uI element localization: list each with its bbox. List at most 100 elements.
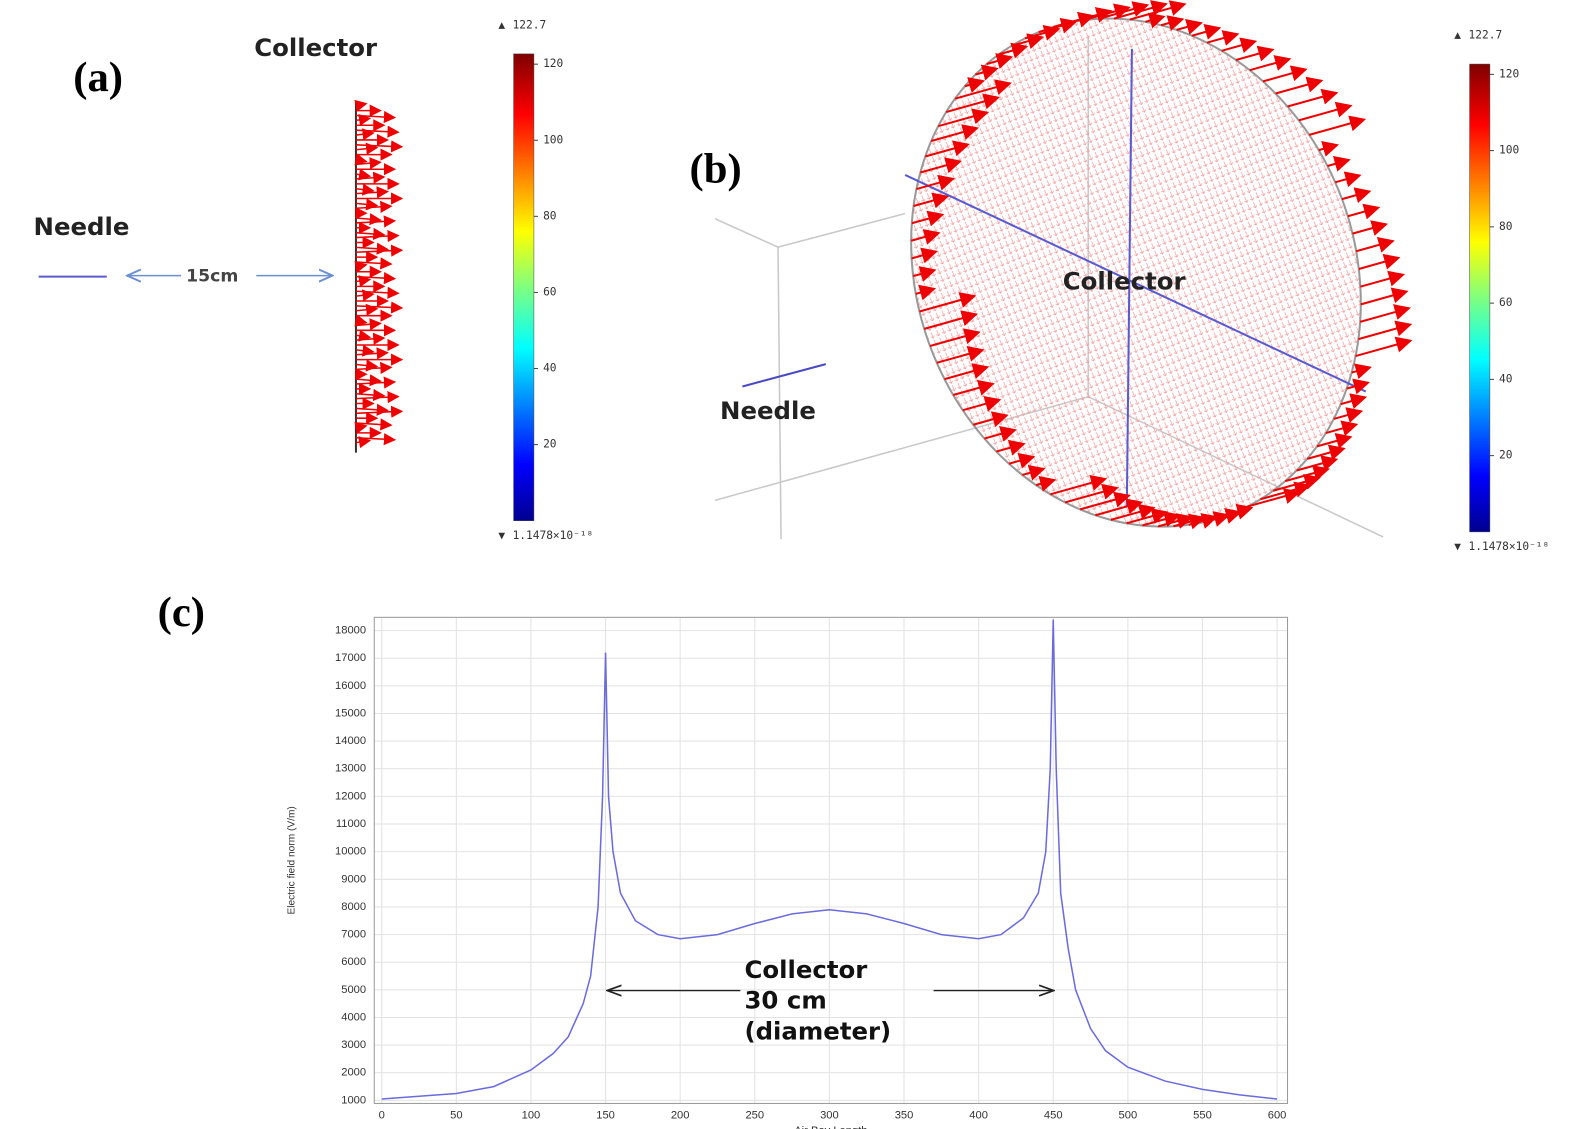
colorbar-max: 122.7 (513, 18, 547, 31)
colorbar-tick-label: 20 (543, 438, 556, 451)
field-arrow (1176, 19, 1203, 35)
x-tick-label: 550 (1193, 1110, 1212, 1122)
field-arrow (913, 192, 950, 209)
field-arrow (1296, 455, 1339, 472)
field-arrow (1306, 444, 1346, 461)
x-tick-label: 100 (522, 1110, 541, 1122)
field-arrows (354, 99, 404, 449)
field-arrow (1129, 0, 1187, 21)
y-tick-label: 1000 (341, 1094, 366, 1106)
field-arrow (929, 328, 981, 348)
field-arrow (355, 361, 393, 375)
field-arrow (1316, 433, 1353, 449)
field-arrow (355, 244, 404, 257)
colorbar (1469, 63, 1491, 533)
field-arrow (1082, 3, 1131, 22)
y-tick-label: 8000 (341, 901, 366, 913)
y-tick-label: 4000 (341, 1011, 366, 1023)
field-arrow (1351, 363, 1372, 380)
field-arrow (355, 418, 393, 431)
field-arrow (354, 99, 368, 112)
field-arrow (355, 168, 372, 181)
figure-body: (a) Collector Needle 15cm (b) Collector … (34, 0, 1549, 1129)
field-arrow (962, 395, 1002, 412)
field-arrow (916, 174, 955, 191)
colorbar-tick-label: 20 (1499, 449, 1512, 462)
field-arrow (915, 284, 937, 301)
annotation: Collector (744, 955, 867, 984)
colorbar-marker: ▲ (1454, 29, 1461, 42)
colorbar-max: 122.7 (1469, 29, 1503, 42)
field-arrow (355, 229, 400, 243)
y-tick-label: 7000 (341, 929, 366, 941)
field-arrow (355, 436, 372, 449)
field-arrow (355, 318, 382, 331)
field-arrow (355, 140, 404, 153)
y-tick-label: 2000 (341, 1067, 366, 1079)
data-line (381, 619, 1278, 1100)
field-arrow (1008, 452, 1036, 469)
field-arrow (355, 157, 382, 170)
field-arrow (354, 153, 368, 166)
field-arrow (1050, 474, 1108, 496)
y-tick-label: 18000 (335, 625, 366, 637)
field-arrow (952, 379, 995, 396)
field-arrow (354, 314, 368, 327)
field-arrow (1340, 393, 1368, 409)
collector-disc (910, 17, 1362, 528)
field-arrow (355, 128, 375, 141)
field-arrow (1262, 65, 1308, 83)
field-arrow (1145, 12, 1166, 29)
field-arrow (1113, 0, 1168, 20)
y-tick-label: 3000 (341, 1039, 366, 1051)
colorbar-tick-label: 60 (543, 285, 556, 298)
distance-label: 15cm (186, 267, 238, 287)
field-arrow (355, 359, 379, 372)
panel-label: (c) (158, 589, 205, 636)
field-arrow (1275, 76, 1324, 95)
x-tick-label: 300 (820, 1110, 839, 1122)
field-arrow (984, 426, 1017, 442)
colorbar-min: 1.1478×10⁻¹⁸ (513, 529, 594, 542)
field-arrow (1352, 220, 1389, 236)
y-tick-label: 6000 (341, 956, 366, 968)
field-arrow (912, 266, 937, 282)
y-tick-label: 15000 (335, 707, 366, 719)
field-arrow (1011, 33, 1045, 49)
field-arrow (354, 422, 368, 434)
field-arrow (355, 391, 400, 404)
y-tick-label: 13000 (335, 763, 366, 775)
field-arrow (1191, 24, 1222, 40)
x-tick-label: 500 (1119, 1110, 1138, 1122)
field-arrow (996, 439, 1026, 456)
field-arrow (1308, 115, 1367, 136)
field-arrow (1235, 45, 1275, 62)
field-arrow (1246, 488, 1301, 508)
field-arrow (1334, 171, 1362, 188)
field-arrow (355, 289, 375, 302)
field-arrow (1249, 55, 1292, 72)
field-arrow (355, 198, 379, 211)
field-arrow (1079, 491, 1131, 511)
field-arrow (355, 200, 393, 213)
field-arrow (355, 403, 389, 416)
field-arrow (355, 376, 397, 389)
line-chart: 1000200030004000500060007000800090001000… (287, 616, 1289, 1129)
field-arrow (1325, 420, 1359, 437)
field-arrow (1067, 7, 1113, 25)
x-tick-label: 400 (969, 1110, 988, 1122)
field-arrow (355, 110, 397, 124)
field-arrow (1287, 88, 1339, 108)
colorbar-tick-label: 40 (1499, 372, 1512, 385)
annotation: 30 cm (744, 986, 826, 1015)
colorbar-tick-label: 80 (1499, 220, 1512, 233)
field-arrow (1206, 30, 1240, 46)
field-arrow (930, 124, 979, 142)
field-arrow (355, 142, 379, 155)
field-arrow (355, 242, 389, 255)
field-arrow (964, 77, 986, 93)
x-tick-label: 450 (1044, 1110, 1063, 1122)
y-tick-label: 12000 (335, 790, 366, 802)
field-arrow (355, 301, 404, 314)
y-tick-label: 17000 (335, 652, 366, 664)
